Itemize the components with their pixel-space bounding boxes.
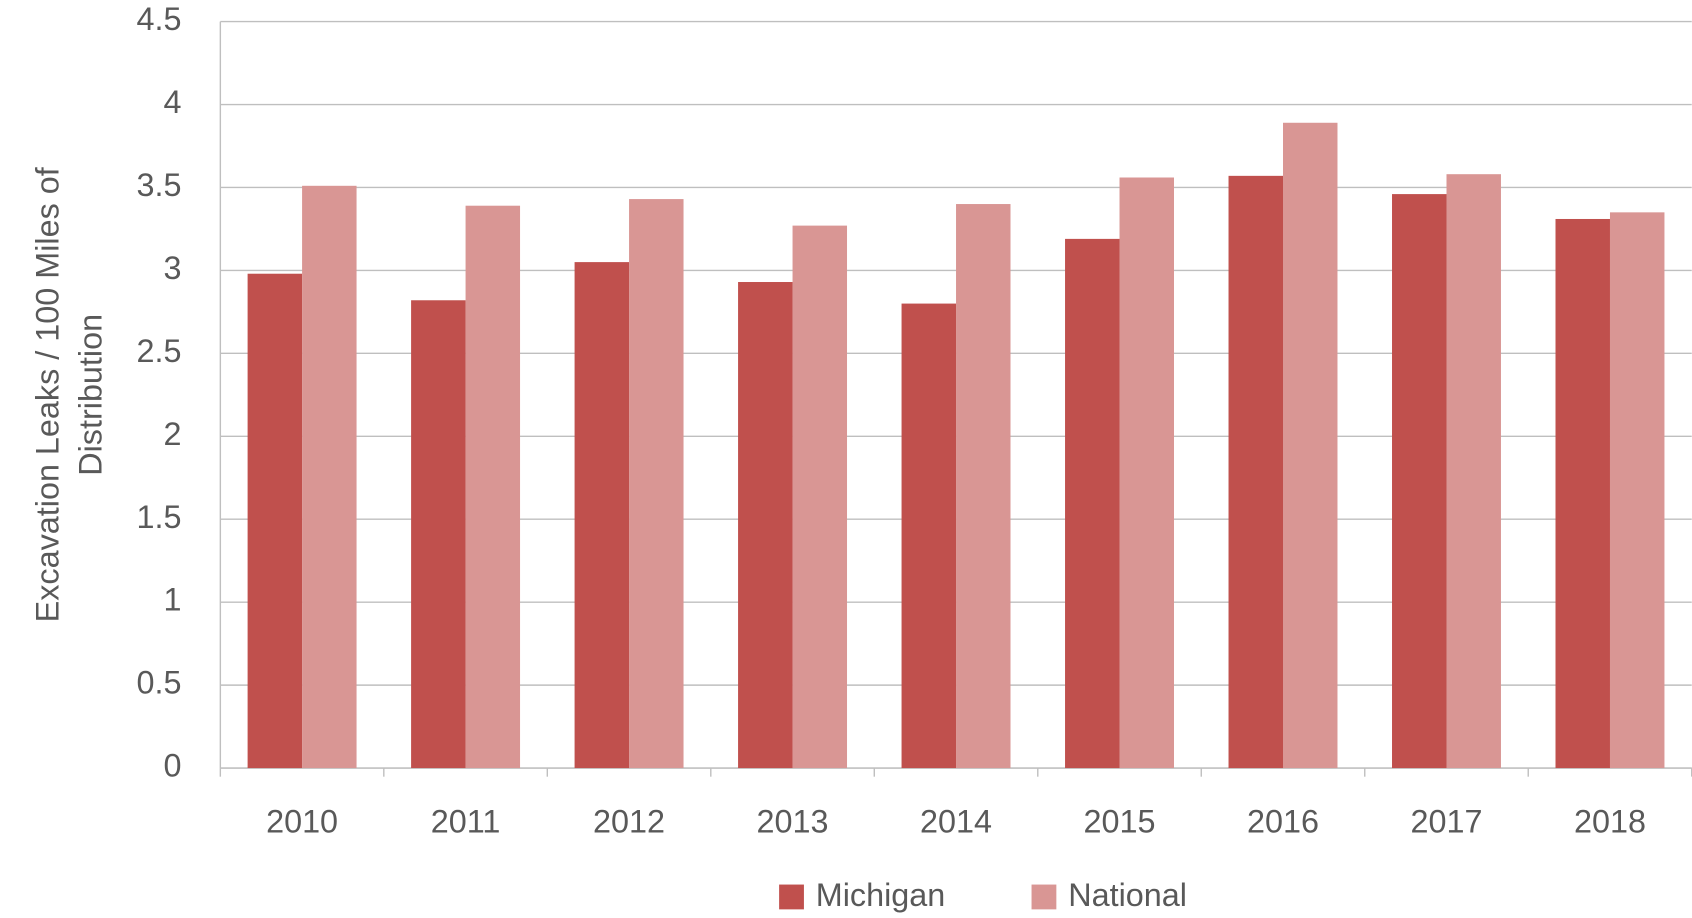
bar	[465, 205, 521, 769]
bar	[1609, 212, 1665, 769]
bar	[901, 303, 957, 769]
legend-label: National	[1068, 877, 1187, 913]
y-tick-label: 2.5	[137, 333, 182, 369]
bar	[1283, 122, 1338, 769]
bar	[1392, 194, 1447, 769]
x-tick-label: 2016	[1247, 804, 1319, 840]
y-tick-label: 1.5	[137, 499, 182, 535]
x-tick-label: 2018	[1574, 804, 1646, 840]
y-tick-label: 3.5	[137, 167, 182, 203]
bar	[738, 282, 793, 769]
bar	[411, 300, 466, 769]
y-tick-label: 2	[164, 416, 182, 452]
y-tick-label: 0	[164, 748, 182, 784]
bar	[1228, 175, 1284, 769]
legend-label: Michigan	[816, 877, 946, 913]
bar	[1555, 218, 1610, 769]
bar	[247, 273, 303, 769]
x-tick-label: 2010	[266, 804, 338, 840]
y-axis-title: Excavation Leaks / 100 Miles of Distribu…	[29, 166, 108, 622]
bar	[1065, 238, 1120, 769]
y-tick-label: 3	[164, 250, 182, 286]
bar	[1446, 174, 1501, 769]
x-tick-label: 2014	[920, 804, 992, 840]
bar	[302, 185, 357, 769]
legend-swatch	[779, 884, 804, 910]
x-tick-label: 2011	[431, 804, 501, 840]
x-tick-label: 2013	[757, 804, 829, 840]
x-tick-label: 2015	[1084, 804, 1156, 840]
legend-swatch	[1031, 884, 1057, 910]
bar	[956, 204, 1011, 769]
bar	[629, 199, 684, 769]
x-tick-label: 2012	[593, 804, 665, 840]
y-tick-label: 4	[164, 84, 182, 120]
y-tick-label: 0.5	[137, 665, 182, 701]
y-axis-title-line: Excavation Leaks / 100 Miles of	[29, 166, 65, 622]
x-tick-label: 2017	[1410, 804, 1482, 840]
y-axis-title-line: Distribution	[73, 314, 109, 476]
bar	[792, 225, 848, 769]
bar	[574, 262, 630, 769]
y-tick-label: 4.5	[137, 1, 182, 37]
bar	[1119, 177, 1174, 769]
y-tick-label: 1	[164, 582, 182, 618]
